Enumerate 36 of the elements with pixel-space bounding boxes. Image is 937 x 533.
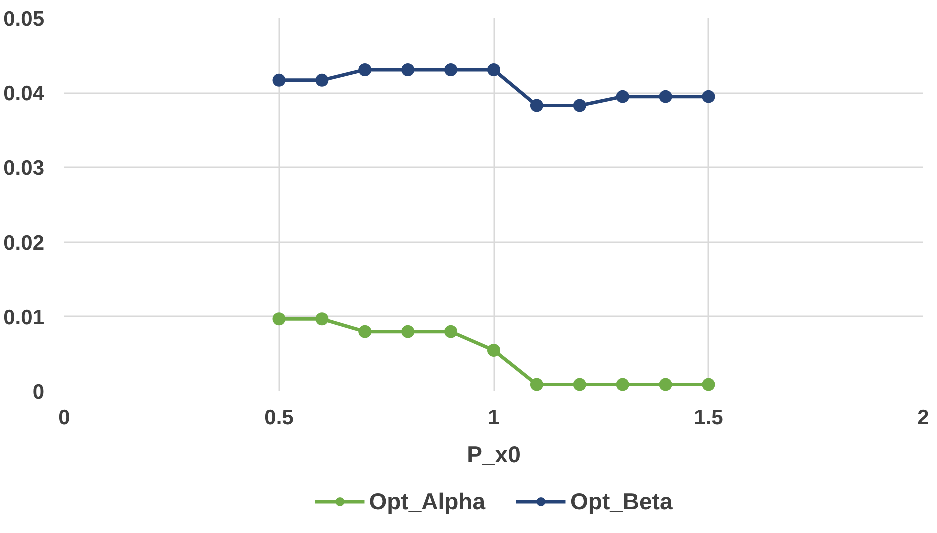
point: [573, 99, 586, 112]
point: [402, 325, 415, 338]
point: [702, 90, 716, 104]
x-axis-title: P_x0: [467, 442, 521, 468]
point: [530, 378, 544, 392]
point: [272, 312, 286, 326]
point: [659, 378, 672, 392]
x-tick-label: 2: [918, 406, 930, 430]
y-tick-label: 0: [32, 381, 45, 404]
point: [316, 74, 329, 87]
point: [444, 325, 458, 338]
point: [702, 378, 716, 392]
point: [488, 344, 500, 357]
point: [530, 99, 544, 112]
x-tick-label: 1: [488, 406, 500, 430]
point: [402, 63, 415, 76]
point: [444, 63, 458, 76]
point: [616, 378, 630, 392]
y-tick-label: 0.04: [4, 82, 45, 106]
y-tick-label: 0.02: [4, 232, 45, 255]
point: [659, 90, 672, 104]
point: [573, 378, 586, 392]
point: [488, 63, 500, 76]
y-tick-label: 0.05: [4, 8, 45, 31]
x-tick-label: 1.5: [694, 406, 724, 430]
x-tick-label: 0: [58, 406, 70, 430]
y-tick-label: 0.03: [4, 157, 45, 180]
x-tick-label: 0.5: [264, 406, 294, 430]
legend-label: Opt_Alpha: [369, 488, 486, 515]
point: [616, 90, 630, 104]
point: [358, 325, 372, 338]
y-tick-label: 0.01: [4, 306, 45, 330]
point: [316, 312, 329, 326]
point: [272, 74, 286, 87]
point: [358, 63, 372, 76]
legend-label: Opt_Beta: [570, 488, 673, 515]
